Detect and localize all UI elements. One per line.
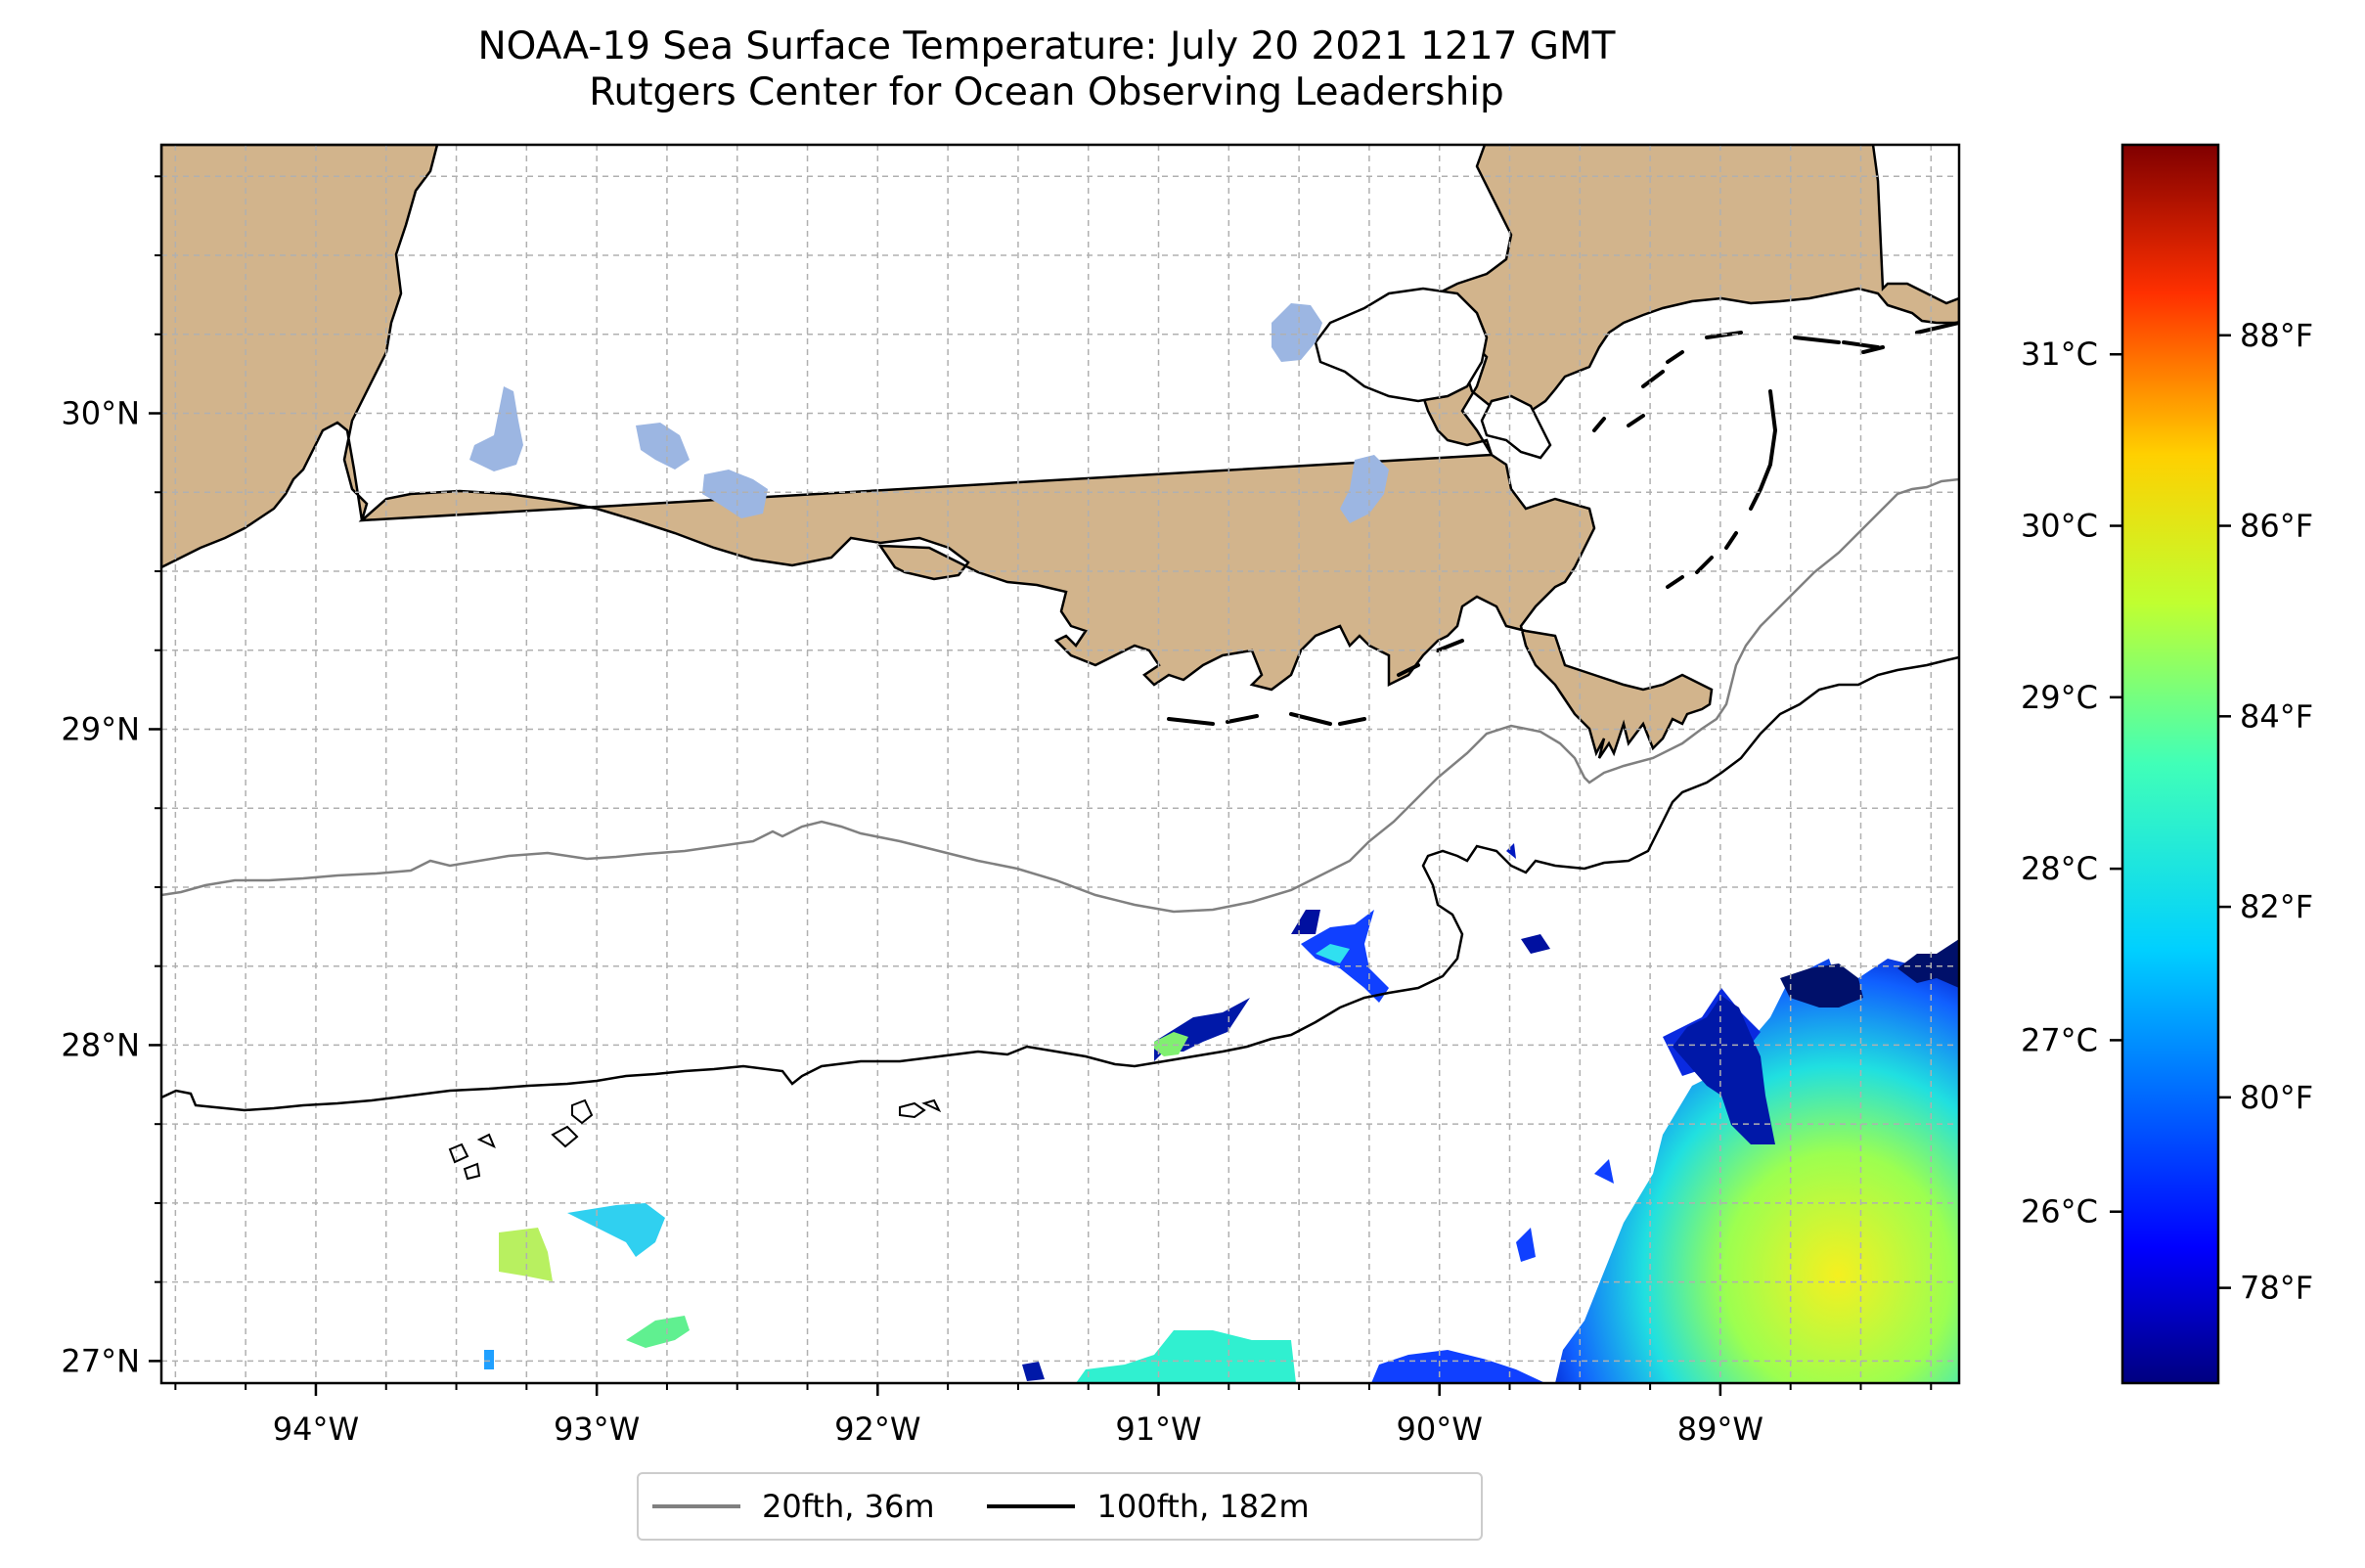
small-bank-outlines [448, 1098, 942, 1181]
colorbar-c-label: 29°C [2021, 679, 2098, 716]
colorbar-fahrenheit-ticks: 78°F 80°F 82°F 84°F 86°F 88°F [2218, 317, 2313, 1307]
legend-line-20fth [652, 1504, 740, 1508]
legend-item-100fth: 100fth, 182m [987, 1488, 1310, 1525]
barrier-islands [1167, 321, 1959, 726]
x-tick-label: 90°W [1397, 1411, 1483, 1448]
legend-item-20fth: 20fth, 36m [652, 1488, 934, 1525]
colorbar-c-label: 27°C [2021, 1021, 2098, 1058]
colorbar-c-label: 28°C [2021, 850, 2098, 887]
legend-label-100fth: 100fth, 182m [1096, 1488, 1310, 1525]
title-line-1: NOAA-19 Sea Surface Temperature: July 20… [477, 24, 1616, 68]
x-axis: 94°W 93°W 92°W 91°W 90°W 89°W [174, 1383, 1933, 1448]
colorbar-f-label: 80°F [2240, 1079, 2313, 1116]
lakes [469, 303, 1389, 523]
colorbar-c-label: 31°C [2021, 336, 2098, 373]
colorbar-f-label: 78°F [2240, 1270, 2313, 1307]
x-tick-label: 89°W [1677, 1411, 1763, 1448]
colorbar-c-label: 26°C [2021, 1193, 2098, 1231]
isobath-100fth [161, 655, 1959, 1112]
colorbar-f-label: 82°F [2240, 888, 2313, 925]
x-tick-label: 92°W [834, 1411, 920, 1448]
colorbar-c-label: 30°C [2021, 508, 2098, 545]
map-frame [159, 143, 1961, 1385]
y-tick-label: 27°N [61, 1342, 140, 1379]
legend-line-100fth [987, 1504, 1076, 1508]
x-tick-label: 93°W [554, 1411, 640, 1448]
title-line-2: Rutgers Center for Ocean Observing Leade… [589, 70, 1504, 114]
x-tick-label: 94°W [273, 1411, 359, 1448]
x-tick-label: 91°W [1115, 1411, 1201, 1448]
colorbar-f-label: 88°F [2240, 317, 2313, 354]
legend: 20fth, 36m 100fth, 182m [637, 1472, 1483, 1541]
y-tick-label: 29°N [61, 710, 140, 747]
gridlines [161, 145, 1959, 1383]
y-tick-label: 28°N [61, 1026, 140, 1063]
chart-title: NOAA-19 Sea Surface Temperature: July 20… [0, 23, 2093, 115]
colorbar-f-label: 84°F [2240, 697, 2313, 735]
sst-patches [484, 843, 1959, 1383]
y-axis: 27°N 28°N 29°N 30°N [61, 175, 161, 1379]
y-tick-label: 30°N [61, 395, 140, 432]
isobath-20fth [161, 477, 1959, 914]
colorbar-f-label: 86°F [2240, 508, 2313, 545]
colorbar-celsius-ticks: 26°C 27°C 28°C 29°C 30°C 31°C [2021, 336, 2122, 1231]
colorbar [2120, 143, 2220, 1385]
legend-label-20fth: 20fth, 36m [762, 1488, 935, 1525]
map-area [161, 145, 1959, 1383]
